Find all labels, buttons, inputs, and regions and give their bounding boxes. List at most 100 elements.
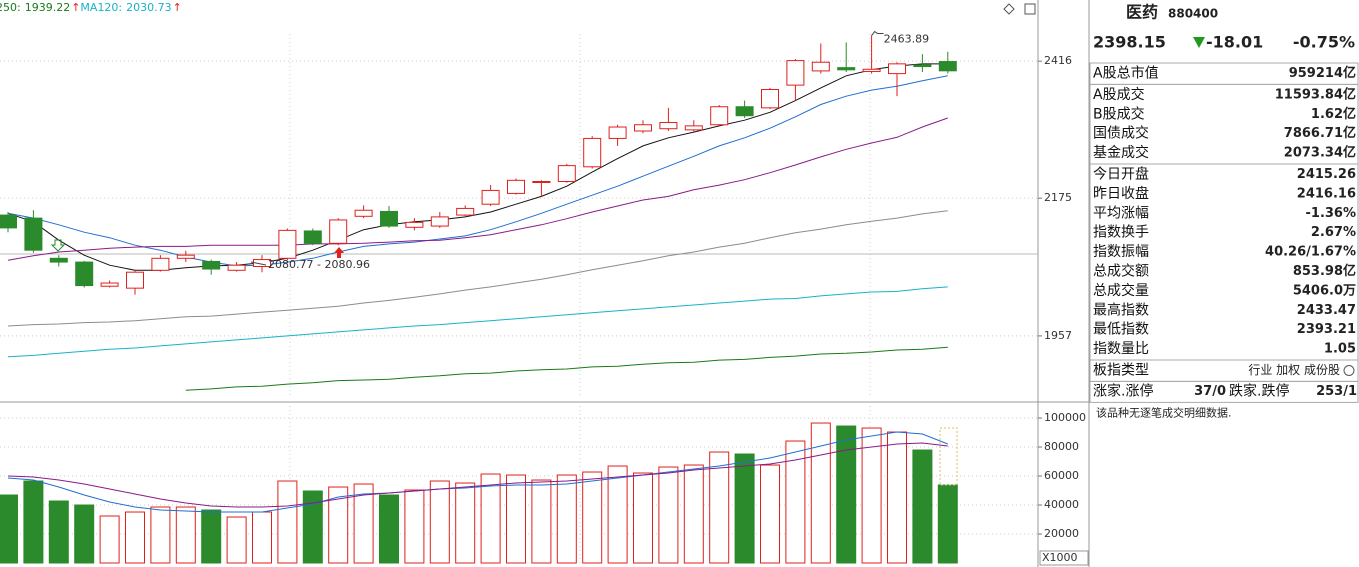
candle-body [253, 259, 271, 267]
candle-body [786, 60, 805, 86]
candle-body [938, 61, 957, 72]
row-value: 1.62亿 [1311, 106, 1356, 122]
y-tick-label: 20000 [1044, 527, 1079, 540]
volume-bar [887, 431, 907, 564]
row-value: 2416.16 [1297, 186, 1356, 201]
breadth-value: 37/0 [1194, 384, 1226, 399]
volume-bar [633, 472, 653, 564]
row-label: 国债成交 [1093, 125, 1149, 142]
volume-bar [760, 464, 780, 564]
v-grid [289, 34, 871, 563]
y-tick-label: 1957 [1044, 329, 1072, 342]
volume-ma-line [7, 442, 948, 508]
down-triangle [1193, 37, 1205, 48]
y-tick-label: 60000 [1044, 469, 1079, 482]
candle-body [278, 229, 297, 259]
candle-body [557, 165, 576, 183]
volume-bar [455, 482, 476, 564]
row-label: 今日开盘 [1093, 166, 1149, 183]
row-value: 959214亿 [1289, 65, 1356, 81]
candle-body [176, 254, 195, 259]
row-label: 平均涨幅 [1093, 205, 1149, 221]
change-pct: -0.75% [1293, 33, 1355, 52]
candle-body [634, 124, 652, 132]
candle-body [75, 261, 94, 287]
volume-bar [556, 474, 577, 564]
candle-body [837, 67, 856, 71]
volume-ma-line [7, 431, 948, 513]
volume-bar [23, 480, 44, 564]
price: 2398.15 [1093, 33, 1166, 52]
candle-body [430, 216, 449, 227]
row-value: -1.36% [1306, 206, 1357, 221]
volume-bar [302, 490, 323, 564]
icon-panel[interactable] [1024, 3, 1036, 15]
sell-signal [50, 239, 66, 252]
row-value: 2.67% [1311, 225, 1356, 240]
candle-body [761, 89, 779, 109]
legend-name: 250: [0, 1, 21, 14]
volume-bar [785, 440, 806, 564]
candle-body [456, 207, 475, 216]
row-label: 最高指数 [1093, 301, 1149, 318]
row-value: 7866.71亿 [1284, 125, 1356, 141]
row-label: 指数量比 [1093, 341, 1149, 357]
volume-bar [353, 483, 374, 564]
stock-name: 医药 [1126, 3, 1158, 22]
candle-body [608, 126, 627, 139]
candle-body [507, 179, 525, 194]
volume-bar [734, 453, 755, 564]
buy-signal [334, 247, 344, 258]
candle-body [151, 257, 170, 271]
candle-body [811, 61, 830, 72]
icon-diamond[interactable] [1003, 3, 1015, 15]
volume-bar [226, 516, 247, 564]
high-label: 2463.89 [884, 33, 930, 46]
row-value: 2415.26 [1297, 167, 1356, 182]
volume-bar [683, 464, 704, 564]
candle-body [227, 264, 246, 271]
candle-body [710, 106, 729, 126]
row-value: 853.98亿 [1293, 263, 1356, 279]
candle-body [888, 63, 906, 75]
volume-bar [379, 494, 399, 564]
volume-bar [607, 465, 628, 564]
volume-bar [99, 515, 120, 564]
volume-bar [150, 506, 171, 564]
candle-body [303, 230, 322, 244]
volume-bar [836, 425, 857, 564]
row-label: 最低指数 [1093, 322, 1149, 338]
volume-bar [74, 504, 95, 564]
row-value: 行业 加权 成份股 [1248, 363, 1340, 377]
volume-bar [506, 474, 526, 564]
group-box [1089, 380, 1359, 403]
volume-bar [709, 451, 730, 564]
volume-bar [125, 511, 145, 564]
high-marker [871, 30, 884, 36]
row-label: A股成交 [1093, 86, 1145, 103]
volume-bar [480, 473, 501, 564]
legend: 250:1939.22↑MA120:2030.73↑ [0, 1, 182, 14]
volume-bar [175, 506, 196, 564]
candle-body [126, 271, 144, 289]
candle-body [380, 210, 398, 227]
legend-value: 2030.73 [126, 1, 172, 14]
row-label: 总成交额 [1093, 263, 1149, 280]
breadth-value: 253/1 [1316, 384, 1357, 399]
volume-bar [582, 471, 603, 564]
row-label: 基金成交 [1093, 144, 1149, 161]
volume-bar [937, 484, 958, 564]
change: -18.01 [1206, 33, 1263, 52]
row-label: A股总市值 [1093, 65, 1159, 82]
row-value: 5406.0万 [1293, 283, 1356, 298]
candle-body [684, 125, 703, 131]
row-value: 11593.84亿 [1275, 86, 1356, 102]
volume-bar [0, 494, 18, 564]
candle-body [0, 214, 17, 229]
y-tick-label: 2416 [1044, 54, 1072, 67]
candle-body [862, 68, 881, 72]
